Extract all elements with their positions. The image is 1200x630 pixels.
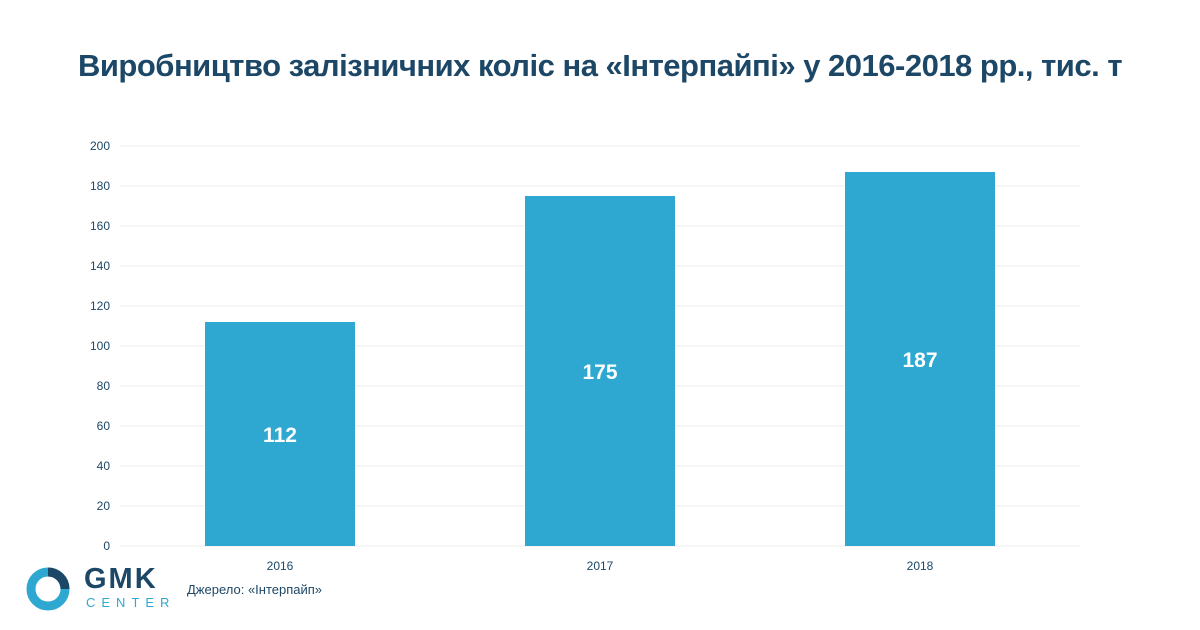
y-axis-ticks: 0 20 40 60 80 100 120 140 160 180 200 bbox=[90, 139, 110, 553]
bar-value-label: 112 bbox=[263, 424, 297, 447]
source-note: Джерело: «Інтерпайп» bbox=[187, 582, 323, 597]
logo-subtitle: CENTER bbox=[86, 595, 176, 610]
y-tick-label: 60 bbox=[97, 419, 111, 433]
bar-value-label: 175 bbox=[582, 361, 617, 384]
x-tick-label: 2017 bbox=[587, 559, 614, 573]
y-tick-label: 20 bbox=[97, 499, 111, 513]
y-tick-label: 200 bbox=[90, 139, 110, 153]
bar-2017 bbox=[525, 196, 675, 546]
x-tick-label: 2018 bbox=[907, 559, 934, 573]
bar-2018 bbox=[845, 172, 995, 546]
y-tick-label: 180 bbox=[90, 179, 110, 193]
x-axis-ticks: 2016 2017 2018 bbox=[267, 559, 934, 573]
y-tick-label: 120 bbox=[90, 299, 110, 313]
y-tick-label: 100 bbox=[90, 339, 110, 353]
y-tick-label: 140 bbox=[90, 259, 110, 273]
gmk-logo-icon bbox=[26, 567, 70, 611]
logo-wordmark: GMK bbox=[84, 563, 158, 595]
chart-title: Виробництво залізничних коліс на «Інтерп… bbox=[77, 48, 1123, 83]
y-tick-label: 0 bbox=[103, 539, 110, 553]
bar-2016 bbox=[205, 322, 355, 546]
bar-value-label: 187 bbox=[902, 349, 937, 372]
y-tick-label: 160 bbox=[90, 219, 110, 233]
bar-data-labels: 112 175 187 bbox=[263, 349, 937, 447]
bars bbox=[205, 172, 995, 546]
y-tick-label: 40 bbox=[97, 459, 111, 473]
y-tick-label: 80 bbox=[97, 379, 111, 393]
x-tick-label: 2016 bbox=[267, 559, 294, 573]
